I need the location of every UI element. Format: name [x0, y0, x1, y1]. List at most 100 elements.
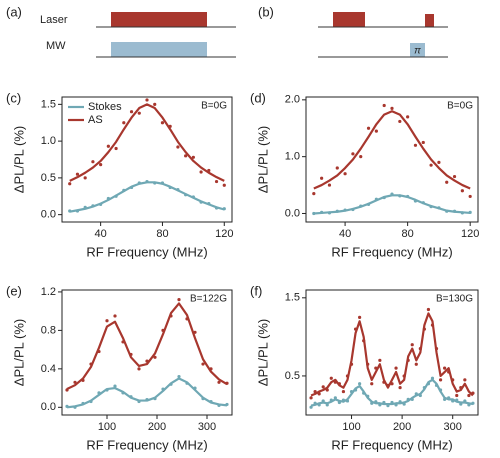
- data-point: [327, 183, 332, 187]
- y-tick-label: 1.0: [41, 135, 56, 147]
- plot-frame: [305, 96, 479, 223]
- pulse-diagram-b: (b) π: [258, 4, 448, 58]
- data-point: [153, 102, 157, 106]
- data-point: [176, 145, 180, 149]
- data-point: [455, 393, 459, 398]
- y-axis-label: ΔPL/PL (%): [11, 126, 26, 193]
- data-point: [114, 146, 118, 151]
- fit-line: [66, 302, 228, 391]
- data-point: [410, 343, 414, 347]
- y-tick-label: 1.2: [41, 286, 56, 298]
- pi-label: π: [414, 46, 421, 57]
- mw-pulse: [410, 43, 425, 57]
- data-point: [113, 314, 117, 318]
- data-point: [105, 319, 109, 323]
- data-point: [106, 144, 110, 148]
- data-point: [177, 374, 181, 379]
- data-point: [184, 154, 188, 158]
- plot-frame: [61, 289, 233, 416]
- data-point: [445, 180, 449, 184]
- data-point: [343, 172, 347, 176]
- laser-pulse: [425, 14, 434, 27]
- x-tick-label: 120: [215, 228, 233, 240]
- data-point: [99, 163, 103, 167]
- legend-label: AS: [88, 114, 103, 126]
- data-point: [351, 152, 355, 156]
- pulse-diagram-a: (a) Laser MW: [6, 4, 236, 58]
- data-point: [312, 191, 316, 196]
- y-tick-label: 0.0: [285, 207, 300, 219]
- data-point: [68, 182, 72, 186]
- legend-label: Stokes: [88, 101, 122, 113]
- data-point: [460, 189, 464, 193]
- x-tick-label: 200: [148, 421, 166, 433]
- x-tick-label: 40: [339, 228, 351, 240]
- fit-line: [310, 312, 474, 397]
- data-point: [413, 143, 418, 147]
- data-point: [378, 358, 382, 362]
- x-tick-label: 80: [402, 228, 414, 240]
- laser-pulse: [111, 12, 207, 27]
- y-tick-label: 0.8: [41, 324, 56, 336]
- panel-label: (c): [6, 90, 21, 105]
- y-tick-label: 0.5: [285, 370, 300, 382]
- data-point: [468, 194, 472, 199]
- y-tick-label: 0.0: [41, 209, 56, 221]
- data-point: [443, 366, 447, 370]
- chart-panel: 0.0 1.0 2.0 40 80 120 (d) B=0G RF Frequency (MHz…: [250, 90, 479, 259]
- fit-line: [310, 378, 474, 407]
- y-axis-label: ΔPL/PL (%): [255, 319, 270, 386]
- data-point: [191, 155, 195, 159]
- annotation: B=122G: [190, 294, 227, 305]
- data-point: [390, 106, 394, 110]
- data-point: [359, 155, 363, 159]
- x-tick-label: 100: [98, 421, 116, 433]
- y-axis-label: ΔPL/PL (%): [255, 126, 270, 193]
- panel-label: (d): [250, 90, 266, 105]
- y-tick-label: 0.4: [41, 363, 56, 375]
- data-point: [398, 386, 402, 390]
- y-tick-label: 1.5: [41, 98, 56, 110]
- data-point: [426, 307, 431, 312]
- mw-pulse: [111, 42, 207, 57]
- x-axis-label: RF Frequency (MHz): [331, 437, 452, 452]
- x-tick-label: 40: [95, 228, 107, 240]
- plot-frame: [61, 96, 233, 223]
- chart-panel: 0.5 1.5 100 200 300 (f) B=130G RF Frequency (MH…: [250, 283, 479, 452]
- y-axis-label: ΔPL/PL (%): [11, 319, 26, 386]
- fit-line: [69, 103, 225, 182]
- data-point: [199, 170, 203, 174]
- fit-line: [313, 110, 471, 190]
- data-point: [321, 385, 325, 389]
- data-point: [153, 355, 157, 359]
- y-tick-label: 2.0: [285, 94, 300, 106]
- data-point: [145, 98, 149, 102]
- data-point: [83, 176, 87, 180]
- data-point: [320, 176, 324, 180]
- row-label: MW: [46, 40, 66, 52]
- x-tick-label: 120: [461, 228, 479, 240]
- data-point: [374, 129, 378, 133]
- x-axis-label: RF Frequency (MHz): [86, 244, 207, 259]
- x-tick-label: 300: [444, 421, 462, 433]
- data-point: [214, 179, 219, 184]
- x-axis-label: RF Frequency (MHz): [86, 437, 207, 452]
- y-tick-label: 0.5: [41, 172, 56, 184]
- annotation: B=0G: [201, 101, 227, 112]
- plot-frame: [305, 289, 479, 416]
- data-point: [467, 393, 471, 398]
- data-point: [398, 119, 402, 124]
- data-point: [122, 121, 126, 125]
- data-point: [438, 378, 443, 382]
- fit-line: [313, 194, 471, 215]
- data-point: [370, 382, 374, 386]
- data-point: [309, 396, 313, 400]
- data-point: [217, 380, 221, 384]
- y-tick-label: 0.0: [41, 401, 56, 413]
- panel-label: (b): [258, 4, 274, 19]
- data-point: [394, 366, 398, 370]
- x-tick-label: 300: [198, 421, 216, 433]
- data-point: [222, 183, 226, 187]
